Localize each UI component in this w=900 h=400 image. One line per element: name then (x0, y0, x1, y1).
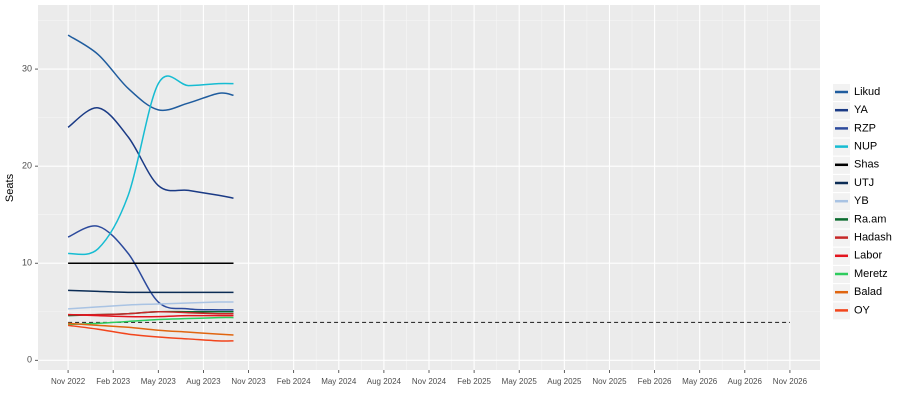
legend-label: Meretz (854, 268, 888, 280)
x-tick-label: Aug 2024 (367, 377, 402, 386)
x-tick-label: Nov 2022 (51, 377, 86, 386)
series-line (67, 107, 234, 199)
legend-label: Labor (854, 250, 882, 262)
series-line (68, 316, 234, 326)
legend-label: YB (854, 195, 869, 207)
legend-label: Hadash (854, 232, 892, 244)
legend-label: Ra.am (854, 213, 886, 225)
x-tick-label: Feb 2026 (638, 377, 672, 386)
x-tick-label: Nov 2024 (412, 377, 447, 386)
x-tick-label: Nov 2026 (773, 377, 808, 386)
legend-label: RZP (854, 122, 876, 134)
series-line (68, 313, 234, 318)
x-tick-label: Nov 2023 (231, 377, 266, 386)
y-axis-label: Seats (4, 173, 16, 202)
legend-label: UTJ (854, 177, 874, 189)
x-tick-label: Feb 2025 (457, 377, 491, 386)
x-tick-label: Aug 2025 (547, 377, 582, 386)
x-tick-label: Aug 2026 (728, 377, 763, 386)
legend-label: Shas (854, 159, 880, 171)
y-tick-label: 30 (22, 63, 32, 73)
series-line (68, 301, 234, 310)
series-line (67, 34, 234, 112)
y-tick-label: 0 (27, 355, 32, 365)
x-tick-label: May 2026 (682, 377, 718, 386)
series-line (68, 322, 234, 336)
y-tick-label: 20 (22, 161, 32, 171)
x-tick-label: Aug 2023 (186, 377, 221, 386)
legend-label: YA (854, 104, 869, 116)
legend-label: OY (854, 304, 871, 316)
series-line (68, 289, 234, 294)
legend-label: Balad (854, 286, 882, 298)
x-tick-label: May 2024 (321, 377, 357, 386)
x-tick-label: Feb 2023 (96, 377, 130, 386)
series-line (67, 225, 234, 311)
x-tick-label: May 2025 (502, 377, 538, 386)
x-tick-label: May 2023 (141, 377, 177, 386)
series-line (67, 324, 234, 342)
series-line (67, 75, 234, 256)
y-tick-label: 10 (22, 258, 32, 268)
legend-label: NUP (854, 141, 877, 153)
legend-label: Likud (854, 86, 880, 98)
x-tick-label: Feb 2024 (277, 377, 311, 386)
x-tick-label: Nov 2025 (592, 377, 627, 386)
series-line (68, 310, 234, 316)
